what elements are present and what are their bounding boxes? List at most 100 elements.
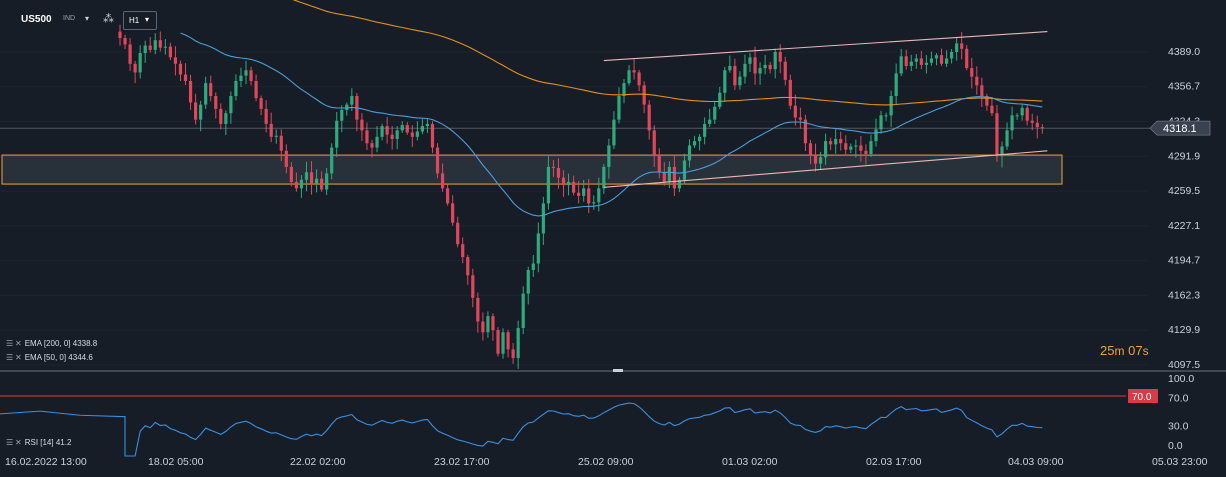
candle-body (1020, 107, 1024, 116)
candle (1020, 104, 1024, 121)
price-tick-label: 4356.7 (1168, 81, 1200, 93)
candle-body (173, 57, 178, 64)
candle (612, 111, 616, 150)
candle (667, 161, 671, 189)
legend-rsi[interactable]: ☰ ✕ RSI [14] 41.2 (6, 438, 71, 447)
candle (461, 237, 465, 264)
candle-body (849, 146, 853, 150)
rsi-panel: 100.0 70.0 30.0 0.0 70.0 (0, 373, 1194, 457)
candle-countdown: 25m 07s (1100, 343, 1149, 358)
candle (914, 53, 918, 69)
settings-lines-icon[interactable]: ☰ (6, 353, 14, 362)
candle-body (163, 46, 167, 48)
candle (844, 135, 848, 156)
legend-ema50[interactable]: ☰ ✕ EMA [50, 0] 4344.6 (6, 353, 93, 362)
rsi-line (0, 402, 1043, 457)
settings-lines-icon[interactable]: ☰ (6, 339, 14, 348)
candle-body (793, 105, 797, 118)
candle (294, 172, 298, 192)
close-icon[interactable]: ✕ (15, 339, 22, 348)
timeframe-select[interactable]: H1 ▾ (123, 11, 157, 30)
candle-body (667, 166, 671, 182)
candle-body (924, 62, 928, 65)
candle-body (299, 179, 304, 189)
settings-lines-icon[interactable]: ☰ (6, 438, 14, 447)
price-tick-label: 4389.0 (1168, 46, 1200, 58)
candle (798, 107, 802, 129)
candle (894, 63, 898, 105)
candle (254, 74, 258, 102)
ema200-line (292, 0, 1043, 106)
candle-body (365, 130, 369, 144)
candle (561, 170, 566, 197)
candle (813, 143, 818, 172)
candle-body (204, 83, 208, 105)
candle-body (1030, 120, 1034, 123)
candle (748, 52, 752, 73)
candle-body (370, 143, 374, 148)
rsi-level-label: 70.0 (1132, 392, 1152, 403)
candle-body (451, 203, 455, 223)
candle-body (345, 104, 349, 110)
candle (995, 104, 999, 162)
candle-body (612, 119, 616, 146)
candle-body (405, 125, 409, 133)
price-tick-label: 4194.7 (1168, 255, 1200, 267)
candle (546, 156, 550, 210)
candle-body (128, 44, 132, 64)
legend-ema200[interactable]: ☰ ✕ EMA [200, 0] 4338.8 (6, 339, 97, 348)
candle (531, 254, 535, 277)
candle-body (269, 123, 273, 137)
price-tick-label: 4129.9 (1168, 324, 1200, 336)
candle-body (430, 123, 435, 148)
candle (456, 216, 460, 248)
candle (471, 268, 475, 308)
candle-body (985, 96, 989, 106)
price-axis: 4389.04356.74324.34291.94259.54227.14194… (1149, 46, 1211, 371)
grid (0, 51, 1226, 372)
current-price-label: 4318.1 (1163, 123, 1197, 135)
candle (360, 113, 364, 141)
candle-body (390, 134, 394, 139)
candle (385, 117, 389, 144)
candle-body (929, 58, 934, 63)
candle (536, 222, 540, 273)
candle-body (496, 330, 500, 354)
symbol-label[interactable]: US500 (21, 14, 52, 25)
candle-body (335, 120, 339, 148)
candle (1025, 105, 1029, 126)
candle (869, 134, 873, 157)
candle (849, 143, 853, 154)
candle-body (572, 181, 576, 193)
candle (400, 121, 404, 133)
candle-body (214, 96, 218, 109)
candle-body (864, 150, 868, 155)
candle-body (617, 96, 621, 120)
candle-body (582, 188, 586, 196)
candle (657, 148, 661, 179)
candle-body (723, 70, 727, 93)
candle (148, 37, 152, 53)
candle (274, 129, 278, 144)
candle (451, 195, 455, 226)
candle-body (183, 74, 188, 81)
close-icon[interactable]: ✕ (15, 438, 22, 447)
candle-body (199, 104, 203, 120)
candle (763, 54, 767, 75)
timeframe-value: H1 (129, 16, 140, 25)
candle-body (934, 55, 939, 59)
candle-body (1015, 115, 1019, 117)
candle (859, 135, 863, 162)
candle-body (970, 68, 974, 77)
close-icon[interactable]: ✕ (15, 353, 22, 362)
candle-body (577, 192, 581, 196)
support-zone (1, 154, 1063, 185)
line-tools-icon[interactable]: ⁂ (103, 13, 114, 25)
caret-down-icon[interactable]: ▾ (85, 14, 90, 23)
candle-body (239, 75, 243, 81)
support-zone-rect (1, 154, 1063, 185)
candle-body (188, 80, 193, 103)
candle-body (884, 115, 888, 117)
